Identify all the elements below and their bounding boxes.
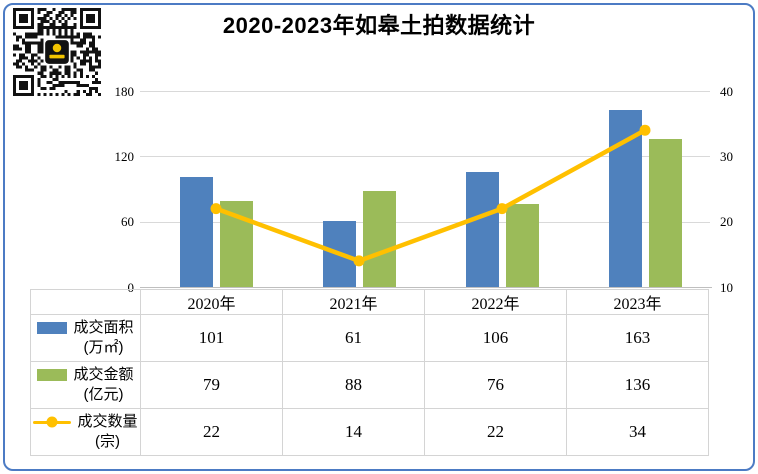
legend-cell-count: 成交数量 (宗) [30, 408, 141, 456]
table-corner-cell [30, 289, 141, 315]
value-cell: 88 [282, 361, 425, 409]
table-header-row: 2020年 2021年 2022年 2023年 [30, 289, 709, 315]
left-axis-tick: 180 [114, 84, 135, 99]
left-axis-tick: 60 [121, 214, 134, 229]
value-cell: 106 [424, 314, 567, 362]
right-axis-tick: 40 [720, 84, 733, 99]
bar-group-2020年 [145, 91, 288, 287]
gridline [140, 222, 710, 223]
value-cell: 14 [282, 408, 425, 456]
gridline [140, 156, 710, 157]
line-series-layer [210, 124, 651, 267]
bar-成交面积-2020年 [179, 177, 213, 287]
bar-swatch-blue-icon [37, 322, 68, 334]
left-axis-tick: 120 [114, 149, 135, 164]
value-cell: 22 [140, 408, 283, 456]
right-axis-tick: 30 [720, 149, 733, 164]
bar-成交金额-2021年 [362, 191, 396, 287]
line-marker-swatch-icon [33, 416, 72, 428]
value-cell: 22 [424, 408, 567, 456]
year-header: 2020年 [140, 289, 283, 315]
year-header: 2023年 [566, 289, 709, 315]
value-cell: 163 [566, 314, 709, 362]
series-name: 成交数量 [77, 413, 138, 430]
series-unit: (宗) [94, 433, 120, 450]
bar-成交金额-2022年 [505, 204, 539, 287]
bar-swatch-green-icon [37, 369, 68, 381]
left-axis-tick: 0 [127, 280, 135, 295]
value-cell: 76 [424, 361, 567, 409]
gridline [140, 91, 710, 92]
year-header: 2022年 [424, 289, 567, 315]
table-row: 成交数量 (宗) 22 14 22 34 [30, 408, 709, 456]
series-unit: (万㎡) [83, 339, 124, 356]
series-unit: (亿元) [83, 386, 124, 403]
legend-cell-area: 成交面积 (万㎡) [30, 314, 141, 362]
value-cell: 61 [282, 314, 425, 362]
bar-成交面积-2022年 [465, 171, 499, 287]
legend-cell-amount: 成交金额 (亿元) [30, 361, 141, 409]
table-row: 成交面积 (万㎡) 101 61 106 163 [30, 314, 709, 362]
value-cell: 101 [140, 314, 283, 362]
right-axis-tick: 10 [720, 280, 733, 295]
value-cell: 136 [566, 361, 709, 409]
series-name: 成交面积 [73, 319, 134, 336]
series-name: 成交金额 [73, 366, 134, 383]
plot-area [140, 91, 712, 288]
chart-title: 2020-2023年如皋土拍数据统计 [222, 13, 536, 38]
qr-code-icon [13, 8, 101, 96]
right-axis-tick: 20 [720, 214, 733, 229]
value-cell: 34 [566, 408, 709, 456]
bar-group-2022年 [431, 91, 574, 287]
year-header: 2021年 [282, 289, 425, 315]
bar-成交金额-2023年 [648, 138, 682, 287]
value-cell: 79 [140, 361, 283, 409]
data-table: 2020年 2021年 2022年 2023年 成交面积 (万㎡) 101 61… [30, 289, 709, 456]
table-row: 成交金额 (亿元) 79 88 76 136 [30, 361, 709, 409]
bar-group-2021年 [288, 91, 431, 287]
